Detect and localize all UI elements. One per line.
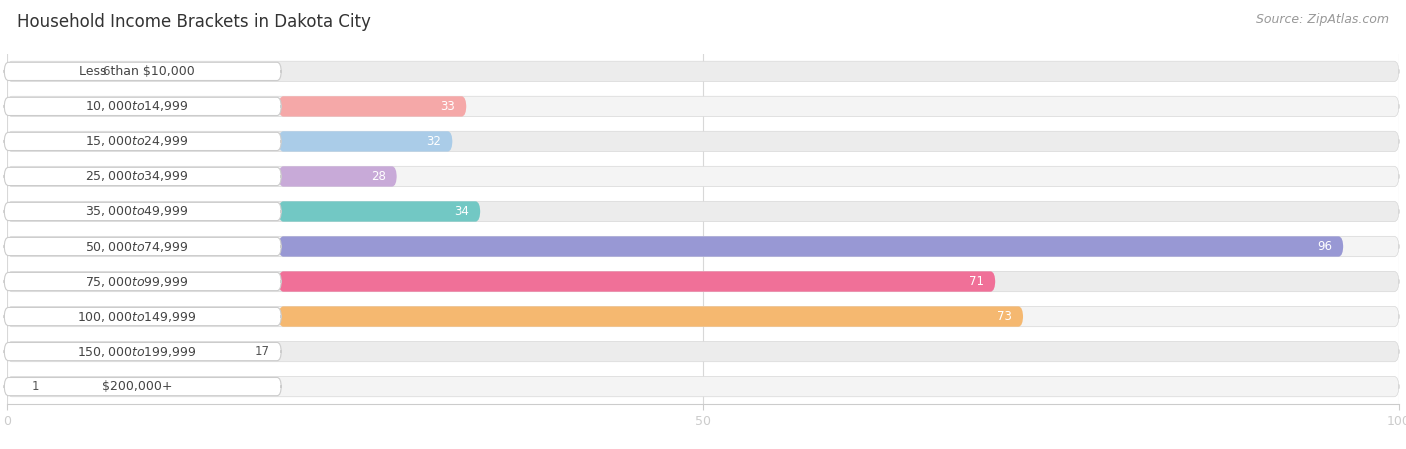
Text: $100,000 to $149,999: $100,000 to $149,999 (77, 309, 197, 324)
Text: 28: 28 (371, 170, 385, 183)
FancyBboxPatch shape (4, 238, 281, 255)
Text: 32: 32 (426, 135, 441, 148)
Text: 1: 1 (32, 380, 39, 393)
FancyBboxPatch shape (7, 341, 1399, 362)
Text: $200,000+: $200,000+ (101, 380, 173, 393)
Text: $35,000 to $49,999: $35,000 to $49,999 (86, 204, 188, 219)
FancyBboxPatch shape (278, 236, 1343, 257)
Text: 17: 17 (254, 345, 270, 358)
FancyBboxPatch shape (4, 202, 281, 220)
FancyBboxPatch shape (7, 96, 1399, 117)
FancyBboxPatch shape (7, 166, 1399, 187)
Text: $150,000 to $199,999: $150,000 to $199,999 (77, 344, 197, 359)
Text: 96: 96 (1317, 240, 1331, 253)
FancyBboxPatch shape (4, 273, 281, 291)
FancyBboxPatch shape (278, 271, 995, 292)
FancyBboxPatch shape (4, 308, 281, 326)
Text: $25,000 to $34,999: $25,000 to $34,999 (86, 169, 188, 184)
FancyBboxPatch shape (7, 376, 1399, 397)
Text: $50,000 to $74,999: $50,000 to $74,999 (86, 239, 188, 254)
Text: 73: 73 (997, 310, 1012, 323)
Text: 33: 33 (440, 100, 456, 113)
FancyBboxPatch shape (7, 271, 1399, 292)
FancyBboxPatch shape (278, 166, 396, 187)
Text: 6: 6 (101, 65, 110, 78)
Text: $10,000 to $14,999: $10,000 to $14,999 (86, 99, 188, 114)
FancyBboxPatch shape (4, 378, 281, 396)
FancyBboxPatch shape (278, 131, 453, 152)
FancyBboxPatch shape (7, 131, 1399, 152)
FancyBboxPatch shape (4, 62, 281, 80)
FancyBboxPatch shape (4, 132, 281, 150)
FancyBboxPatch shape (4, 97, 281, 115)
FancyBboxPatch shape (7, 201, 1399, 222)
FancyBboxPatch shape (278, 201, 481, 222)
FancyBboxPatch shape (4, 343, 281, 361)
Text: Source: ZipAtlas.com: Source: ZipAtlas.com (1256, 13, 1389, 26)
FancyBboxPatch shape (278, 306, 1024, 327)
Text: Household Income Brackets in Dakota City: Household Income Brackets in Dakota City (17, 13, 371, 31)
FancyBboxPatch shape (7, 236, 1399, 257)
FancyBboxPatch shape (278, 96, 467, 117)
Text: 71: 71 (969, 275, 984, 288)
Text: 34: 34 (454, 205, 470, 218)
FancyBboxPatch shape (4, 167, 281, 185)
FancyBboxPatch shape (7, 306, 1399, 327)
FancyBboxPatch shape (7, 61, 1399, 82)
Text: Less than $10,000: Less than $10,000 (79, 65, 195, 78)
Text: $75,000 to $99,999: $75,000 to $99,999 (86, 274, 188, 289)
Text: $15,000 to $24,999: $15,000 to $24,999 (86, 134, 188, 149)
